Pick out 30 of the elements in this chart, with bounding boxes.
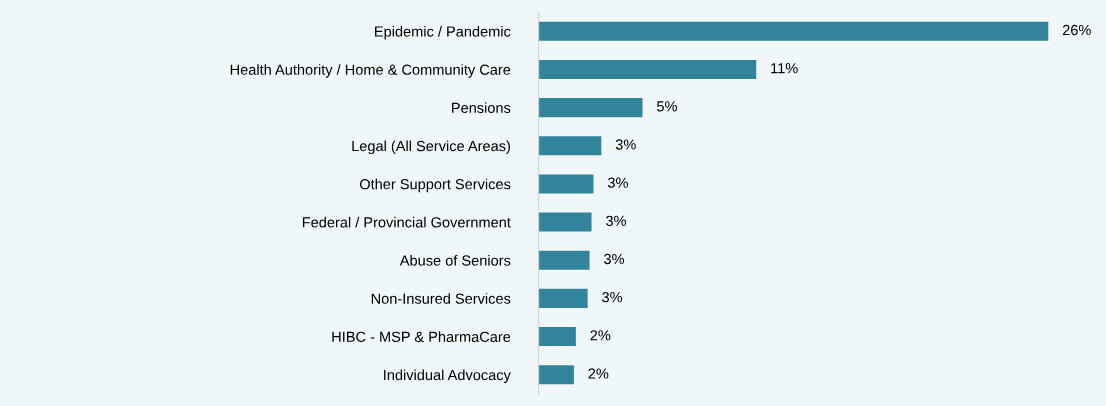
y-tick-label: Other Support Services <box>359 178 511 193</box>
bar <box>538 136 602 156</box>
data-label: 2% <box>588 368 609 379</box>
data-label: 3% <box>605 215 626 226</box>
bar <box>538 174 594 194</box>
data-label: 3% <box>602 292 623 303</box>
bar <box>538 212 592 232</box>
y-tick-label: Individual Advocacy <box>384 369 511 384</box>
bar <box>538 288 588 308</box>
bar <box>538 250 590 270</box>
y-tick-label: Epidemic / Pandemic <box>375 25 511 40</box>
y-tick-label: Legal (All Service Areas) <box>352 140 510 155</box>
data-label: 2% <box>590 330 611 341</box>
y-tick-label: Pensions <box>452 102 511 114</box>
bar <box>538 327 576 347</box>
bar <box>538 21 1049 41</box>
data-label: 26% <box>1062 24 1091 36</box>
bar <box>538 98 643 118</box>
y-tick-label: Non-Insured Services <box>371 293 511 304</box>
data-label: 3% <box>607 177 628 188</box>
data-label: 5% <box>656 101 677 112</box>
y-tick-label: Health Authority / Home & Community Care <box>230 64 511 78</box>
data-label: 11% <box>771 63 798 74</box>
bar <box>538 59 757 79</box>
bar <box>538 365 574 385</box>
y-tick-label: Abuse of Seniors <box>399 254 511 266</box>
data-label: 3% <box>615 139 636 150</box>
y-tick-label: Federal / Provincial Government <box>302 216 511 228</box>
y-tick-label: HIBC - MSP & PharmaCare <box>332 331 511 342</box>
data-label: 3% <box>604 253 625 265</box>
